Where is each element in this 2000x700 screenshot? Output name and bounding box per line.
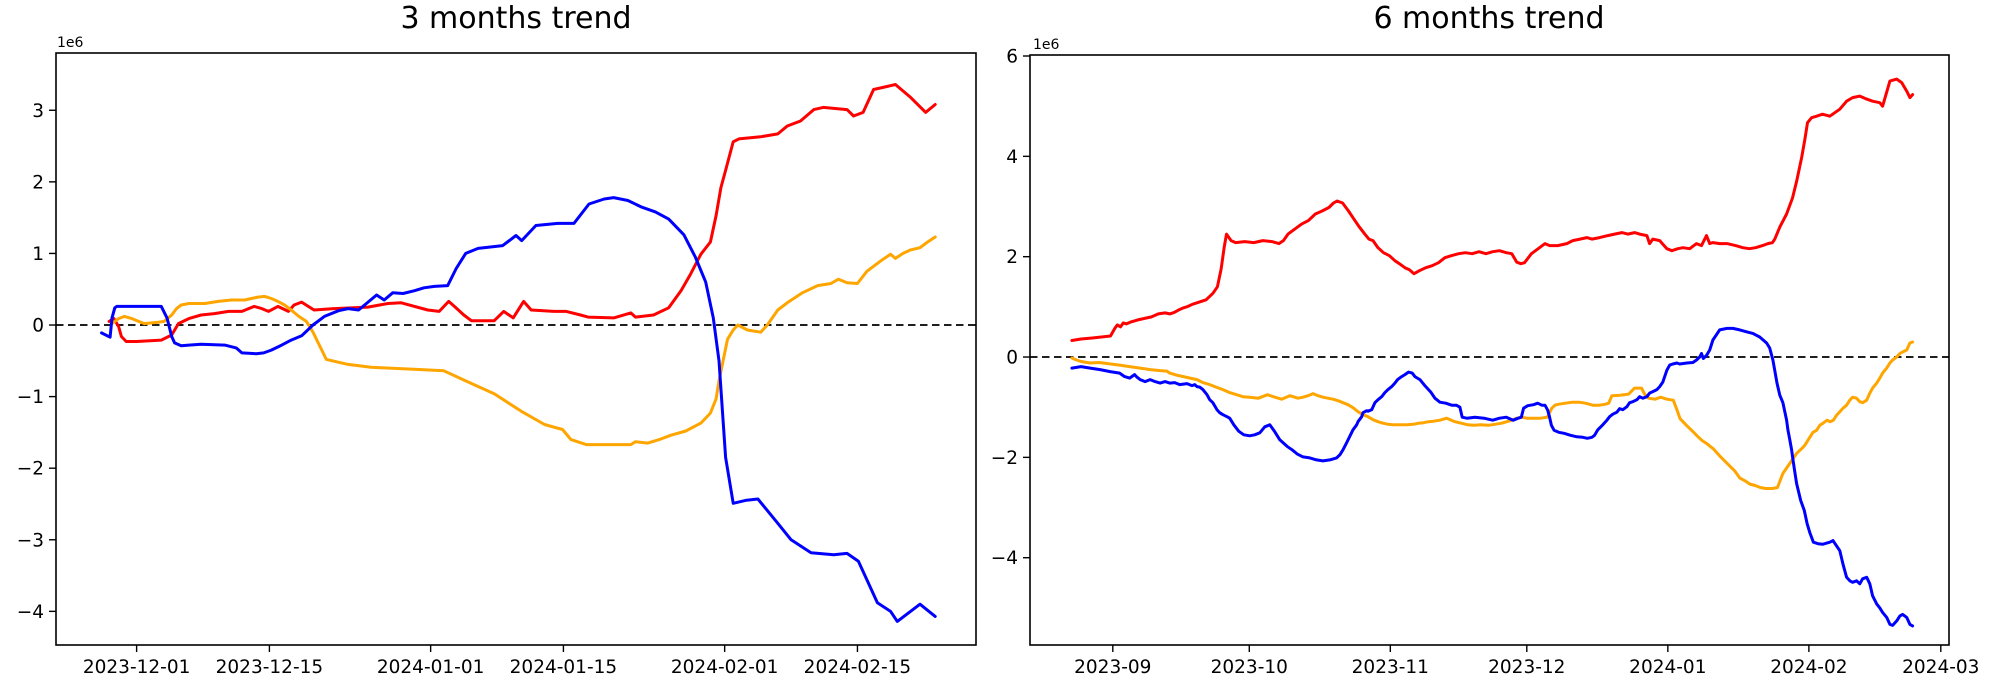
y-tick-label: 2: [1006, 247, 1018, 268]
blue-line: [1070, 326, 1915, 628]
x-tick-label: 2023-12: [1488, 657, 1565, 678]
y-tick-label: −3: [17, 530, 44, 551]
x-tick-label: 2024-02-01: [671, 657, 779, 678]
chart-area-right: 6 4 2 0 −2 −4 2023-09 2023-10 2023-11 2023-12 2024…: [991, 47, 1980, 678]
y-tick-label: 0: [32, 316, 44, 337]
y-tick-label: −1: [17, 387, 44, 408]
axes-spines: [1029, 54, 1950, 646]
red-line: [1070, 77, 1915, 342]
y-tick-label: 6: [1006, 47, 1018, 68]
x-tick-label: 2023-10: [1211, 657, 1288, 678]
y-tick-label: −4: [991, 548, 1018, 569]
y-tick-label: 4: [1006, 147, 1018, 168]
x-tick-label: 2024-01-01: [377, 657, 485, 678]
y-tick-label: 2: [32, 172, 44, 193]
y-tick-label: −4: [17, 602, 44, 623]
x-tick-label: 2023-12-15: [216, 657, 324, 678]
left-axis-scale-label: 1e6: [57, 35, 84, 51]
orange-line: [1070, 340, 1915, 490]
right-axis-scale-label: 1e6: [1033, 37, 1060, 53]
y-tick-label: 3: [32, 101, 44, 122]
y-tick-label: −2: [17, 459, 44, 480]
x-tick-label: 2024-02: [1770, 657, 1847, 678]
x-tick-label: 2024-03: [1902, 657, 1979, 678]
axes-spines: [55, 52, 977, 646]
orange-line: [110, 235, 937, 447]
x-tick-label: 2024-01-15: [510, 657, 618, 678]
red-line: [107, 83, 937, 343]
blue-line: [100, 196, 937, 623]
x-tick-label: 2024-01: [1629, 657, 1706, 678]
chart-area-left: 3 2 1 0 −1 −2 −3 −4 2023-12-01 2023-12-15 2024-01-…: [17, 52, 977, 678]
y-tick-label: 0: [1006, 348, 1018, 369]
x-tick-label: 2023-11: [1352, 657, 1429, 678]
right-chart-title: 6 months trend: [1373, 1, 1605, 36]
x-tick-label: 2024-02-15: [804, 657, 912, 678]
left-chart-title: 3 months trend: [400, 1, 632, 36]
x-tick-label: 2023-09: [1074, 657, 1151, 678]
y-tick-label: −2: [991, 448, 1018, 469]
x-tick-label: 2023-12-01: [83, 657, 191, 678]
y-tick-label: 1: [32, 244, 44, 265]
